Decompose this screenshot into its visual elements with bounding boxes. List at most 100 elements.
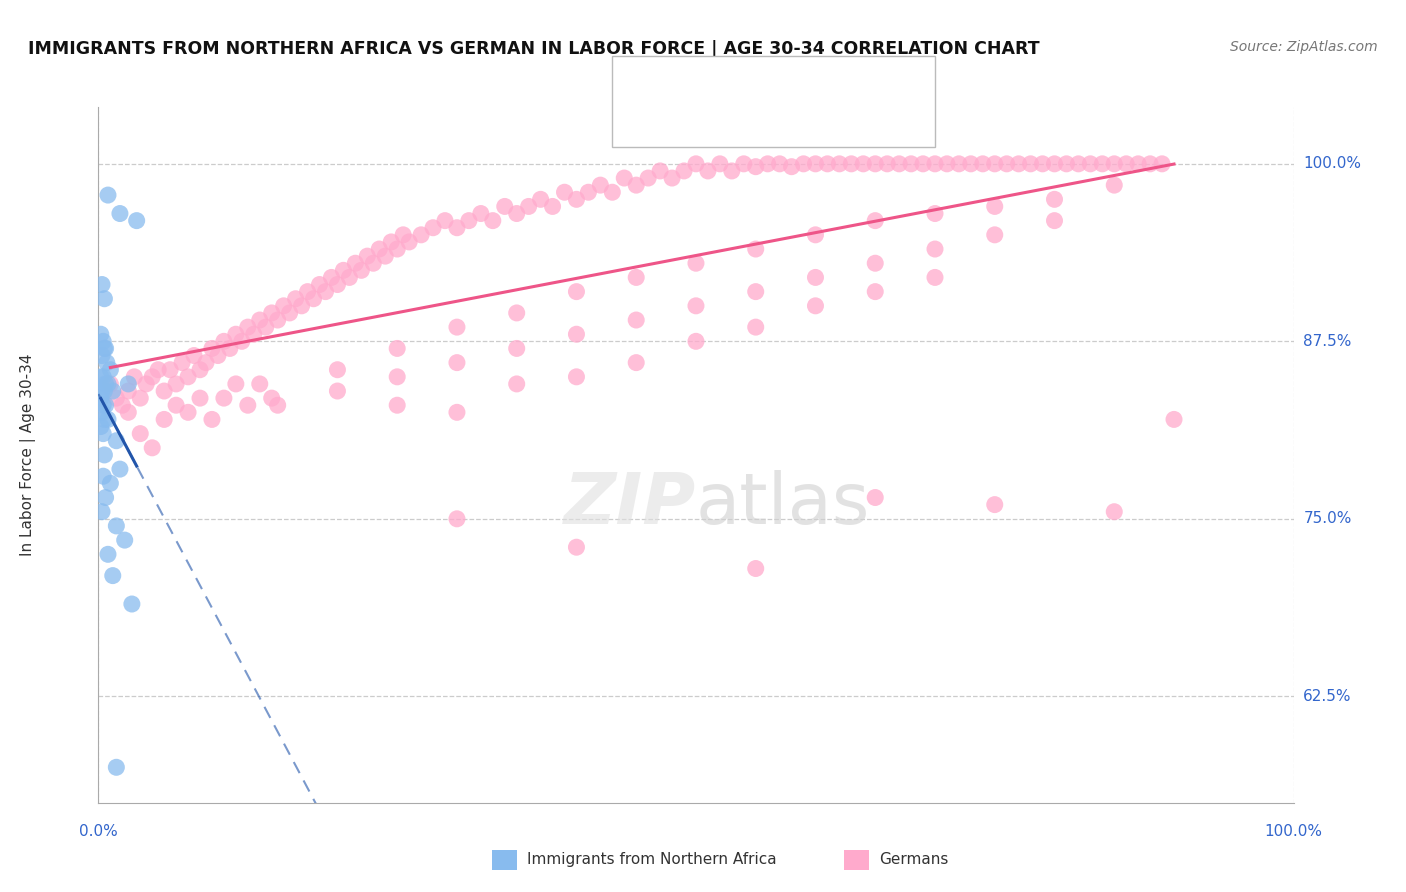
Point xyxy=(91,505,114,519)
Point xyxy=(97,547,120,561)
Point xyxy=(90,391,112,405)
Point xyxy=(863,157,886,171)
Point xyxy=(385,369,409,384)
Point xyxy=(105,760,128,774)
Point xyxy=(863,491,886,505)
Point xyxy=(1128,157,1150,171)
Point xyxy=(959,157,981,171)
Point xyxy=(225,376,247,391)
Point xyxy=(350,263,373,277)
Point xyxy=(91,426,114,441)
Point xyxy=(1043,213,1066,227)
Point xyxy=(125,213,148,227)
Point xyxy=(254,320,277,334)
Point xyxy=(565,540,588,554)
Point xyxy=(1115,157,1137,171)
Point xyxy=(97,412,120,426)
Point xyxy=(756,157,779,171)
Point xyxy=(494,199,516,213)
Point xyxy=(924,206,946,220)
Point xyxy=(380,235,402,249)
Point xyxy=(98,476,122,491)
Point xyxy=(637,171,659,186)
Point xyxy=(876,157,898,171)
Text: R = 0.108   N =  41: R = 0.108 N = 41 xyxy=(666,76,828,95)
Text: Immigrants from Northern Africa: Immigrants from Northern Africa xyxy=(527,853,778,867)
Point xyxy=(995,157,1018,171)
Point xyxy=(91,334,114,349)
Point xyxy=(90,419,112,434)
Point xyxy=(93,384,115,398)
Point xyxy=(124,369,146,384)
Point xyxy=(804,299,827,313)
Point xyxy=(983,498,1005,512)
Point xyxy=(153,384,176,398)
Point xyxy=(165,398,187,412)
Point xyxy=(278,306,301,320)
Point xyxy=(159,362,181,376)
Point xyxy=(392,227,415,242)
Point xyxy=(828,157,851,171)
Point xyxy=(242,327,264,342)
Point xyxy=(624,270,647,285)
Point xyxy=(94,342,117,356)
Point xyxy=(506,342,529,356)
Point xyxy=(1067,157,1090,171)
Point xyxy=(745,561,768,575)
Point xyxy=(648,164,672,178)
Point xyxy=(815,157,838,171)
Point xyxy=(446,405,468,419)
Point xyxy=(93,448,115,462)
Point xyxy=(141,441,163,455)
Point xyxy=(315,285,337,299)
Point xyxy=(565,192,588,206)
Point xyxy=(673,164,696,178)
Point xyxy=(733,157,755,171)
Point xyxy=(1102,157,1125,171)
Point xyxy=(91,469,114,483)
Text: ZIP: ZIP xyxy=(564,470,696,539)
Point xyxy=(177,369,200,384)
Point xyxy=(804,270,827,285)
Point xyxy=(219,342,242,356)
Point xyxy=(129,426,152,441)
Text: 62.5%: 62.5% xyxy=(1303,689,1351,704)
Point xyxy=(236,320,259,334)
Point xyxy=(117,384,139,398)
Point xyxy=(188,362,211,376)
Point xyxy=(1019,157,1042,171)
Point xyxy=(172,356,194,370)
Point xyxy=(165,376,187,391)
Point xyxy=(457,213,479,227)
Point xyxy=(201,342,224,356)
Point xyxy=(768,157,790,171)
Point xyxy=(385,398,409,412)
Point xyxy=(129,391,152,405)
Point xyxy=(201,412,224,426)
Point xyxy=(1054,157,1078,171)
Point xyxy=(385,342,409,356)
Point xyxy=(565,327,588,342)
Point xyxy=(565,369,588,384)
Point xyxy=(332,263,354,277)
Point xyxy=(212,334,235,349)
Point xyxy=(1080,157,1102,171)
Point xyxy=(114,533,136,548)
Point xyxy=(889,157,911,171)
Point xyxy=(685,157,707,171)
Point xyxy=(94,491,117,505)
Point xyxy=(839,157,862,171)
Point xyxy=(398,235,420,249)
Point xyxy=(308,277,330,292)
Point xyxy=(506,306,529,320)
Point xyxy=(863,256,886,270)
Point xyxy=(117,405,139,419)
Point xyxy=(745,320,768,334)
Point xyxy=(1091,157,1114,171)
Point xyxy=(1043,157,1066,171)
Point xyxy=(948,157,970,171)
Point xyxy=(983,199,1005,213)
Point xyxy=(91,384,114,398)
Point xyxy=(517,199,540,213)
Point xyxy=(93,292,115,306)
